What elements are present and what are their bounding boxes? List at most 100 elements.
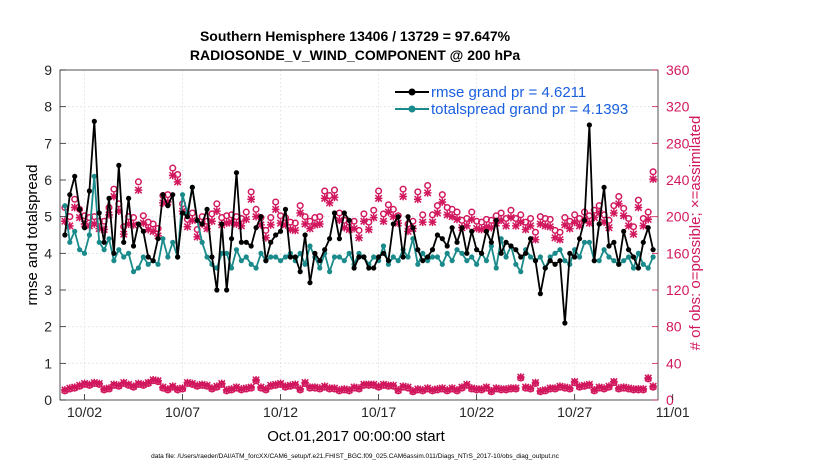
y-tick-label: 1 (44, 355, 52, 371)
totalspread-point (130, 269, 137, 275)
totalspread-point (621, 258, 627, 264)
obs-bottom-assimilated-marker (232, 383, 241, 392)
obs-assimilated-marker (355, 233, 363, 242)
obs-bottom-assimilated-marker (335, 386, 344, 394)
obs-assimilated-marker (315, 220, 324, 228)
obs-assimilated-marker (639, 221, 648, 230)
rmse-point (376, 254, 382, 260)
rmse-point (150, 258, 156, 264)
obs-possible-marker (149, 220, 157, 228)
obs-assimilated-marker (168, 171, 177, 180)
rmse-point (444, 243, 450, 249)
y-tick-label: 3 (44, 282, 52, 298)
obs-assimilated-marker (649, 175, 657, 183)
totalspread-point (297, 250, 303, 256)
obs-count-markers (61, 164, 657, 396)
obs-bottom-assimilated-marker (360, 380, 368, 389)
obs-bottom-assimilated-marker (178, 384, 187, 392)
totalspread-point (273, 254, 279, 260)
obs-assimilated-marker (600, 218, 608, 227)
obs-assimilated-marker (374, 194, 383, 203)
obs-bottom-assimilated-marker (374, 382, 383, 391)
obs-assimilated-marker (340, 223, 349, 232)
totalspread-point (488, 243, 494, 249)
totalspread-point (537, 254, 543, 260)
obs-assimilated-marker (222, 219, 231, 227)
obs-assimilated-marker (570, 218, 579, 227)
obs-bottom-assimilated-marker (168, 382, 177, 391)
totalspread-point (356, 250, 362, 256)
rmse-point (214, 287, 220, 293)
rmse-point (135, 221, 142, 227)
obs-assimilated-marker (124, 220, 133, 228)
y2-tick-label: 0 (666, 392, 674, 408)
totalspread-point (77, 247, 83, 253)
rmse-point (601, 184, 607, 190)
obs-bottom-assimilated-marker (575, 382, 584, 391)
obs-assimilated-marker (139, 219, 148, 227)
rmse-point (650, 247, 656, 253)
totalspread-point (493, 265, 499, 271)
totalspread-point (160, 236, 166, 242)
rmse-point (160, 192, 166, 198)
rmse-point (277, 228, 284, 234)
obs-assimilated-marker (497, 216, 505, 225)
obs-possible-marker (634, 196, 642, 204)
obs-assimilated-marker (193, 232, 202, 241)
rmse-point (390, 221, 396, 227)
obs-assimilated-marker (271, 205, 280, 214)
obs-bottom-assimilated-marker (418, 386, 427, 394)
obs-assimilated-marker (110, 192, 118, 201)
totalspread-point (140, 254, 146, 260)
obs-bottom-assimilated-marker (610, 377, 618, 386)
obs-bottom-assimilated-marker (453, 386, 461, 394)
rmse-point (474, 247, 480, 253)
totalspread-point (405, 254, 411, 260)
obs-assimilated-marker (296, 209, 305, 217)
rmse-point (630, 254, 637, 260)
obs-assimilated-marker (163, 198, 172, 206)
obs-bottom-assimilated-marker (389, 381, 398, 390)
totalspread-point (415, 261, 421, 267)
obs-assimilated-marker (462, 221, 471, 230)
obs-assimilated-marker (325, 199, 334, 207)
totalspread-point (586, 239, 592, 245)
rmse-point (611, 239, 617, 245)
obs-bottom-assimilated-marker (296, 385, 305, 393)
totalspread-point (101, 247, 107, 253)
rmse-point (346, 217, 352, 223)
totalspread-point (596, 258, 602, 264)
obs-possible-marker (296, 202, 304, 210)
obs-bottom-assimilated-marker (600, 384, 608, 392)
y2-tick-label: 120 (666, 282, 690, 298)
obs-bottom-assimilated-marker (159, 383, 167, 392)
obs-assimilated-marker (443, 210, 452, 219)
obs-bottom-assimilated-marker (404, 383, 412, 392)
obs-assimilated-marker (134, 186, 143, 194)
totalspread-point (444, 250, 450, 256)
totalspread-point (601, 247, 607, 253)
obs-bottom-assimilated-marker (423, 384, 432, 392)
rmse-point (67, 192, 73, 198)
obs-bottom-assimilated-marker (462, 380, 471, 389)
x-tick-label: 10/17 (361, 404, 396, 420)
totalspread-point (228, 265, 235, 271)
obs-bottom-assimilated-marker (614, 384, 623, 392)
obs-bottom-assimilated-marker (438, 384, 447, 392)
totalspread-point (135, 265, 142, 271)
obs-assimilated-marker (453, 215, 461, 224)
obs-assimilated-marker (350, 224, 358, 233)
rmse-point (488, 239, 494, 245)
totalspread-point (420, 250, 426, 256)
obs-assimilated-marker (65, 221, 74, 230)
grid (60, 70, 658, 400)
obs-bottom-assimilated-marker (188, 379, 197, 388)
obs-assimilated-marker (413, 195, 422, 204)
rmse-point (493, 217, 499, 223)
obs-bottom-assimilated-marker (516, 373, 525, 381)
obs-possible-marker (247, 188, 255, 196)
x-tick-label: 10/02 (67, 404, 102, 420)
rmse-point (96, 210, 102, 216)
totalspread-point (326, 269, 333, 275)
y-tick-label: 7 (44, 135, 52, 151)
